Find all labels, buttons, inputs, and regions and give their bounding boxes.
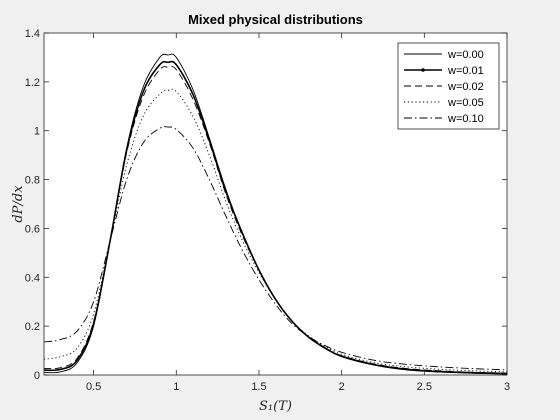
chart-title: Mixed physical distributions [188,12,363,27]
x-tick-label: 0.5 [86,381,101,393]
legend-label: w=0.02 [447,81,484,93]
x-tick-label: 1 [173,381,179,393]
y-tick-label: 0.6 [25,223,40,235]
y-axis-label: dP/dx [11,185,26,223]
legend-label: w=0.01 [447,65,484,77]
x-tick-label: 2 [339,381,345,393]
legend-label: w=0.05 [447,97,484,109]
series-line-4 [43,126,508,371]
y-tick-label: 0.4 [25,272,40,284]
y-tick-label: 0 [34,370,40,382]
y-tick-label: 1 [34,126,40,138]
tick-layer: 0.5 1 1.5 2 2.5 3 0 0.2 0.4 0.6 0.8 1 1.2 1.4 [25,28,510,393]
legend-box [397,42,500,130]
y-tick-label: 0.2 [25,321,40,333]
series-layer [43,53,508,375]
axes-frame [43,32,508,376]
legend: w=0.00 w=0.01 w=0.02 w=0.05 w=0.10 [397,42,500,130]
legend-label: w=0.00 [447,49,484,61]
series-line-3 [43,88,508,373]
x-tick-label: 3 [504,381,510,393]
x-tick-label: 2.5 [417,381,432,393]
legend-label: w=0.10 [447,113,484,125]
x-axis-label: S₁(T) [259,399,292,414]
y-tick-label: 1.2 [25,77,40,89]
x-tick-label: 1.5 [251,381,266,393]
y-tick-label: 0.8 [25,175,40,187]
y-tick-label: 1.4 [25,28,40,40]
legend-marker [421,68,425,72]
